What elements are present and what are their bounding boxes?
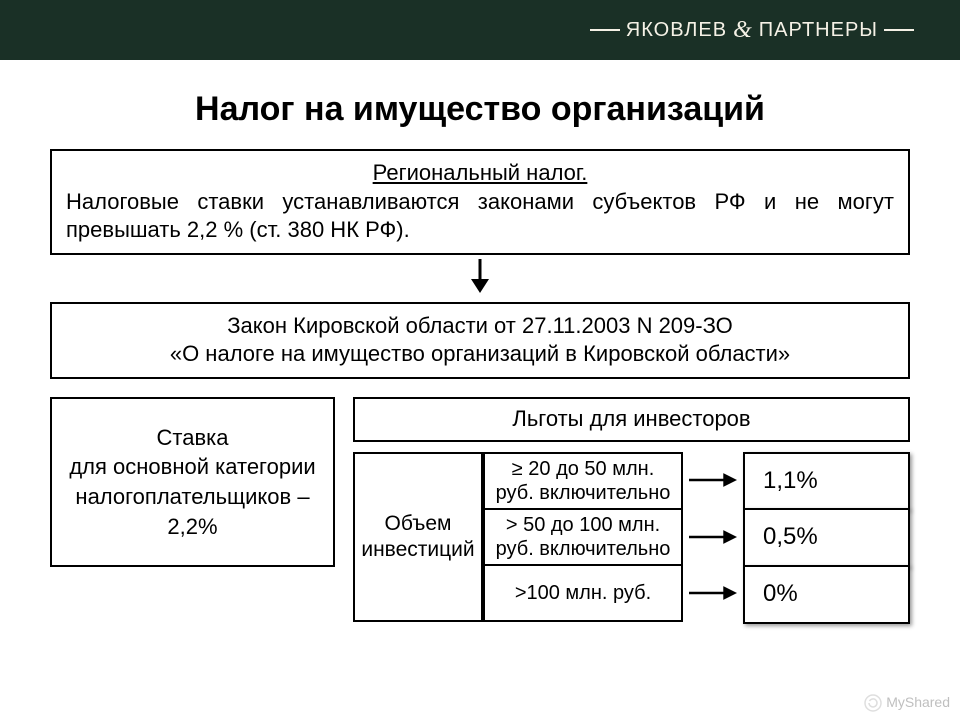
logo-text-right: ПАРТНЕРЫ	[759, 19, 878, 42]
rate-3: 0%	[743, 565, 910, 624]
main-content: Налог на имущество организаций Региональ…	[0, 60, 960, 622]
investment-volume-text: Объем инвестиций	[359, 511, 477, 561]
regional-tax-body: Налоговые ставки устанавливаются законам…	[66, 188, 894, 245]
watermark: MyShared	[864, 694, 950, 712]
ranges-column: ≥ 20 до 50 млн. руб. включительно > 50 д…	[483, 452, 683, 622]
rate-1: 1,1%	[743, 452, 910, 511]
logo: ЯКОВЛЕВ & ПАРТНЕРЫ	[584, 17, 920, 44]
arrows-column	[683, 452, 743, 622]
page-title: Налог на имущество организаций	[50, 90, 910, 129]
regional-tax-box: Региональный налог. Налоговые ставки уст…	[50, 149, 910, 255]
rate-2: 0,5%	[743, 508, 910, 567]
benefits-grid: Объем инвестиций ≥ 20 до 50 млн. руб. вк…	[353, 452, 910, 622]
range-2: > 50 до 100 млн. руб. включительно	[483, 508, 681, 564]
logo-text-left: ЯКОВЛЕВ	[626, 19, 727, 42]
range-1: ≥ 20 до 50 млн. руб. включительно	[483, 452, 681, 508]
lower-row: Ставка для основной категории налогоплат…	[50, 397, 910, 622]
rates-column: 1,1% 0,5% 0%	[743, 452, 910, 622]
law-line1: Закон Кировской области от 27.11.2003 N …	[66, 312, 894, 341]
base-rate-box: Ставка для основной категории налогоплат…	[50, 397, 335, 567]
regional-tax-heading: Региональный налог.	[66, 159, 894, 188]
arrow-right-1	[683, 452, 743, 509]
base-rate-text: Ставка для основной категории налогоплат…	[66, 423, 319, 542]
benefits-title-box: Льготы для инвесторов	[353, 397, 910, 442]
range-3: >100 млн. руб.	[483, 564, 681, 622]
logo-ampersand: &	[733, 17, 753, 44]
benefits-column: Льготы для инвесторов Объем инвестиций ≥…	[353, 397, 910, 622]
arrow-right-2	[683, 508, 743, 565]
header-bar: ЯКОВЛЕВ & ПАРТНЕРЫ	[0, 0, 960, 60]
investment-volume-label: Объем инвестиций	[353, 452, 483, 622]
law-line2: «О налоге на имущество организаций в Кир…	[66, 340, 894, 369]
logo-underline-left	[590, 29, 620, 31]
arrow-right-3	[683, 565, 743, 622]
logo-underline-right	[884, 29, 914, 31]
watermark-text: MyShared	[886, 694, 950, 710]
law-box: Закон Кировской области от 27.11.2003 N …	[50, 302, 910, 379]
arrow-down-1	[50, 259, 910, 298]
